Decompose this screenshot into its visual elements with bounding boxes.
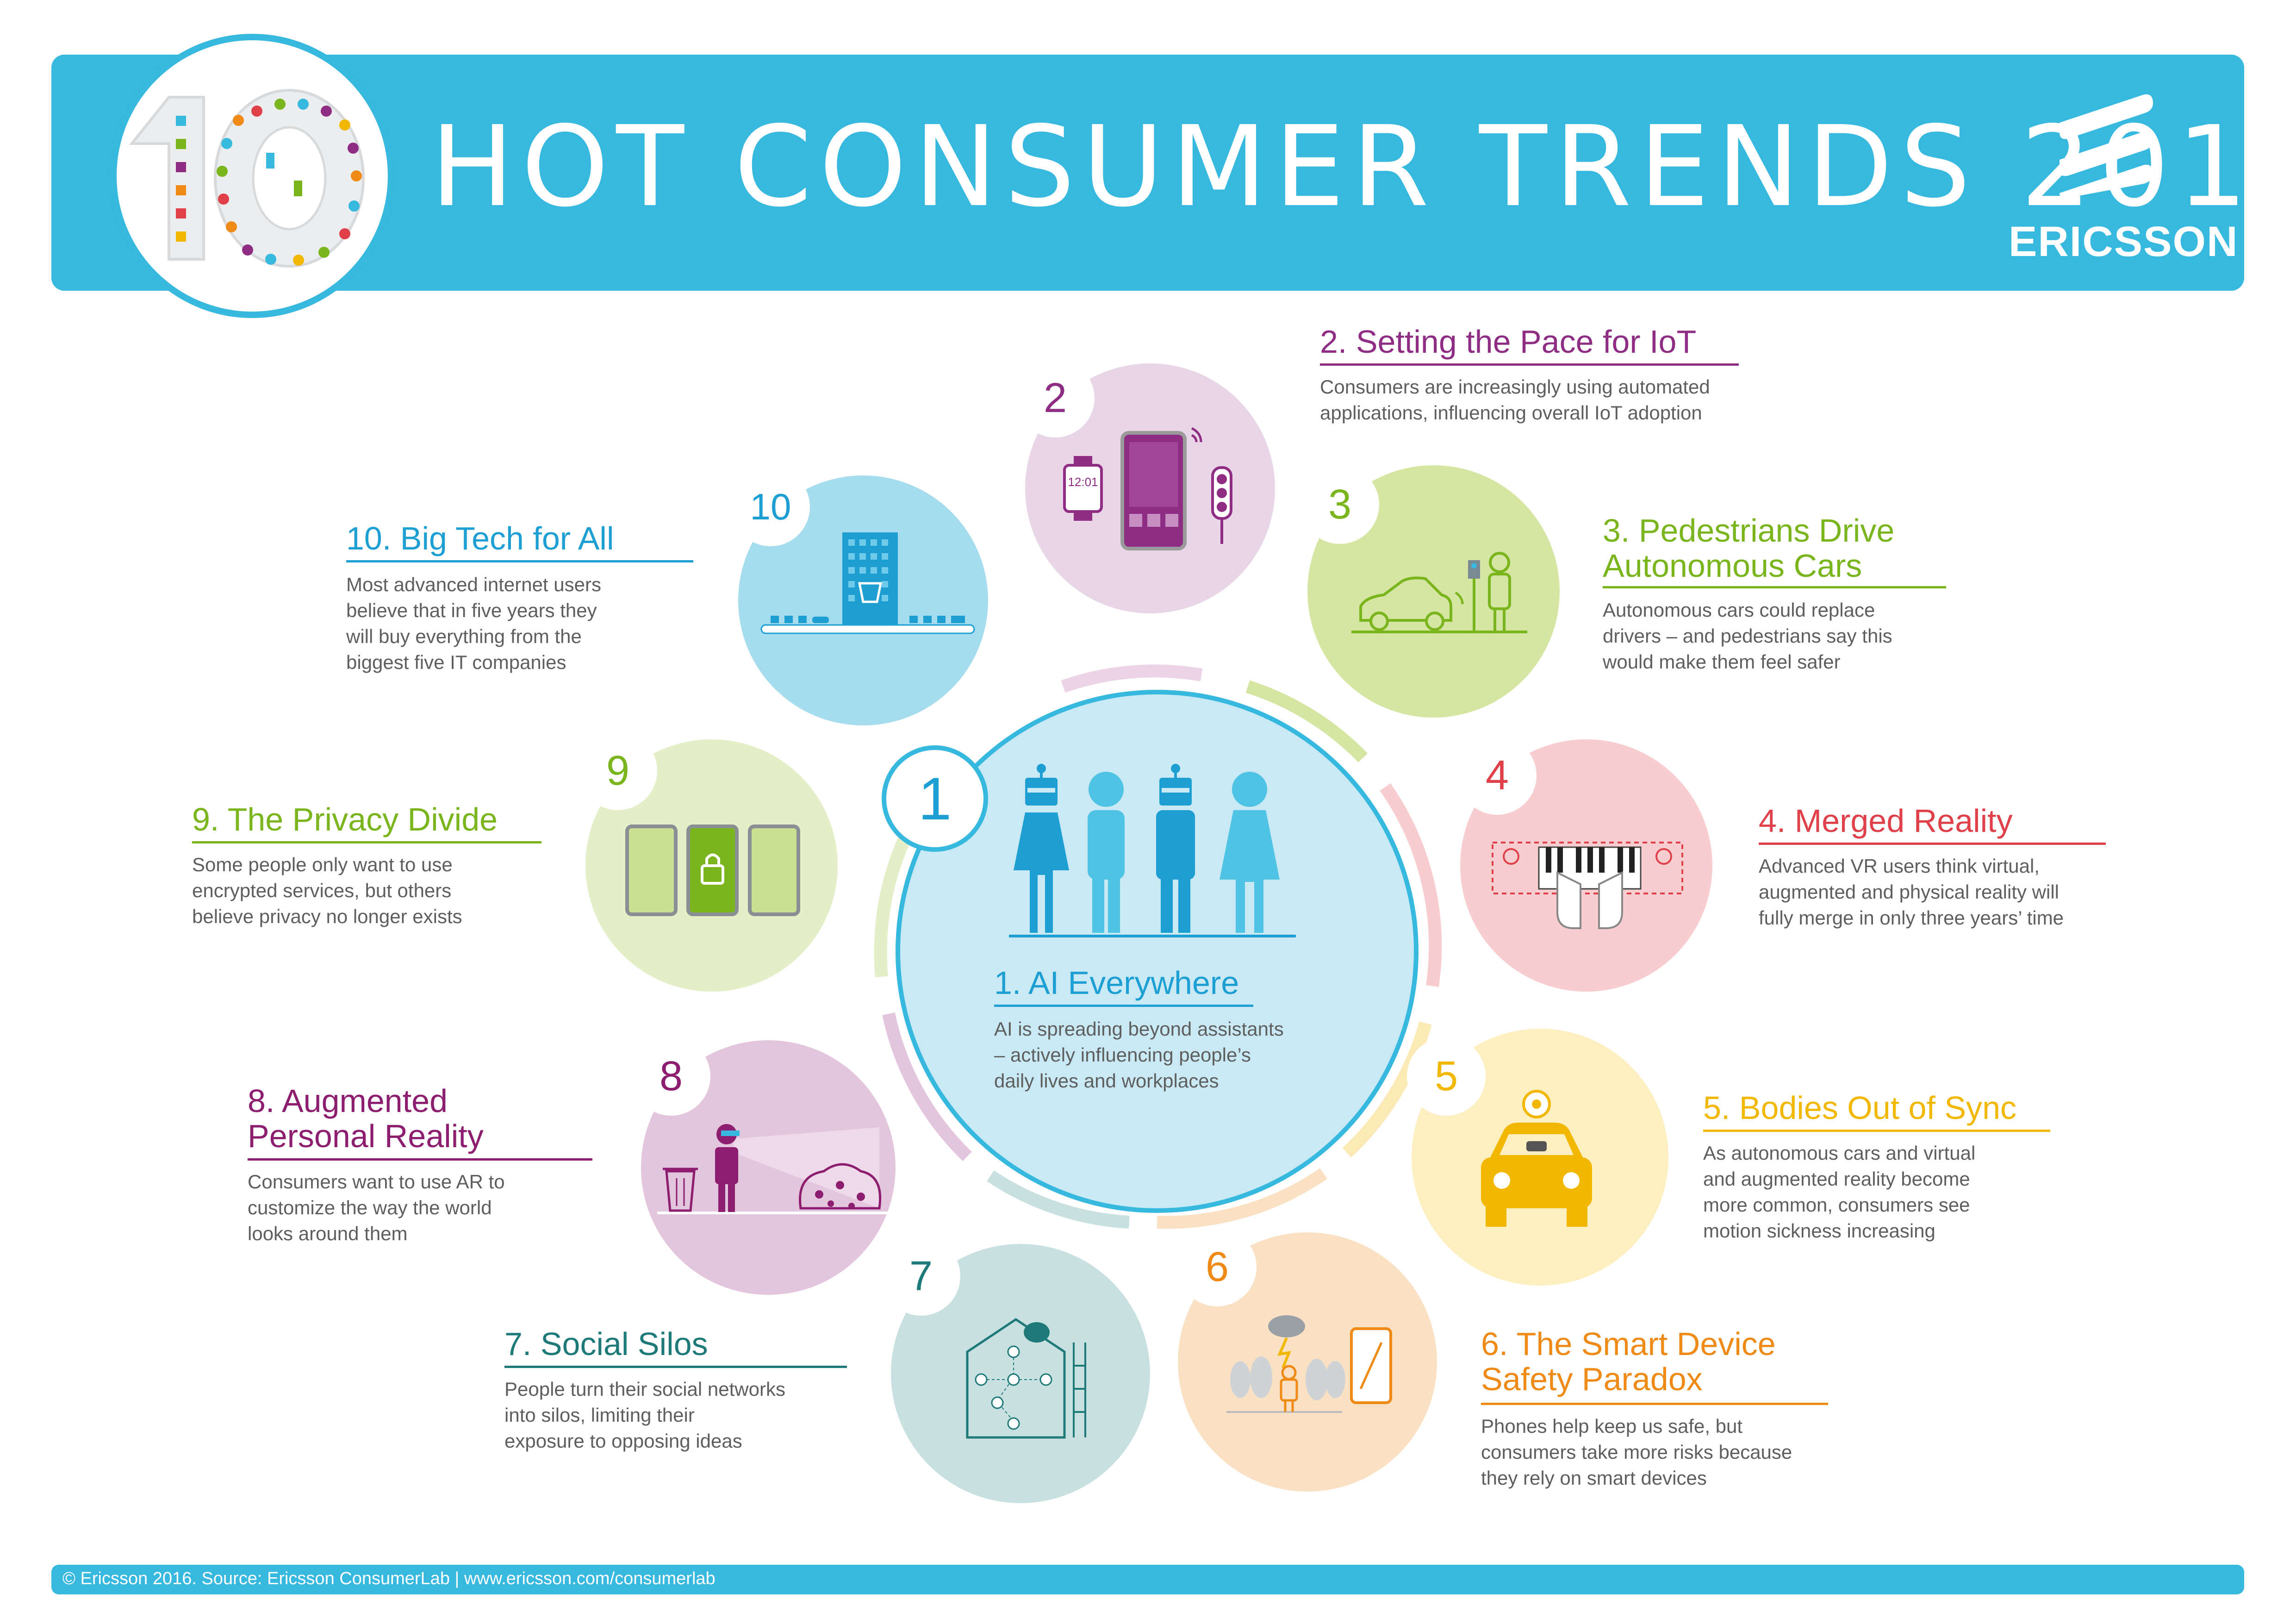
trend-10-number: 10 [731, 468, 810, 546]
trend-4-rule [1759, 843, 2106, 845]
page-title: HOT CONSUMER TRENDS 2017 [430, 102, 2296, 231]
encrypted-phones-icon [625, 824, 800, 916]
trend-7-rule [504, 1366, 847, 1368]
center-ring [874, 664, 1442, 1229]
trend-9-title: 9. The Privacy Divide [192, 801, 498, 837]
trend-3-rule [1603, 586, 1946, 588]
trend-5-title: 5. Bodies Out of Sync [1703, 1090, 2017, 1126]
trend-5-desc: As autonomous cars and virtual and augmen… [1703, 1142, 1976, 1242]
trend-3-number: 3 [1300, 465, 1379, 544]
trend-8-title: 8. Augmented Personal Reality [248, 1083, 484, 1154]
trend-9-desc: Some people only want to use encrypted se… [192, 854, 462, 927]
trend-7-number: 7 [882, 1237, 960, 1316]
ring-segment-2 [1061, 664, 1203, 693]
trend-3-desc: Autonomous cars could replace drivers – a… [1603, 599, 1892, 673]
trend-5-rule [1703, 1130, 2050, 1132]
trend-6-desc: Phones help keep us safe, but consumers t… [1481, 1415, 1792, 1489]
trend-7-title: 7. Social Silos [504, 1326, 708, 1362]
footer-bar [51, 1565, 2244, 1594]
trend-2-rule [1320, 363, 1739, 366]
car-and-pedestrian-icon [1351, 552, 1527, 633]
ericsson-logo-icon [2060, 94, 2153, 199]
brand-name: ERICSSON [2009, 218, 2239, 265]
yellow-car-icon [1481, 1090, 1592, 1227]
trend-6-title: 6. The Smart Device Safety Paradox [1481, 1326, 1776, 1397]
trend-1-title: 1. AI Everywhere [994, 965, 1239, 1001]
trend-1-number: 1 [882, 745, 988, 852]
trend-10-rule [346, 560, 693, 562]
trend-1-rule [994, 1005, 1253, 1007]
iot-devices-icon: 12:01 [1063, 427, 1232, 550]
trend-4-desc: Advanced VR users think virtual, augmente… [1759, 855, 2064, 929]
badge-10 [110, 34, 394, 318]
footer-source-text: © Ericsson 2016. Source: Ericsson Consum… [62, 1569, 716, 1588]
trend-8-rule [248, 1158, 592, 1161]
trend-3-title: 3. Pedestrians Drive Autonomous Cars [1603, 512, 1895, 584]
ring-segment-4 [1380, 783, 1442, 987]
trend-9-number: 9 [579, 731, 657, 810]
header-banner [51, 55, 2244, 291]
trend-2-desc: Consumers are increasingly using automat… [1320, 376, 1710, 424]
ar-view-icon [657, 1124, 889, 1214]
ring-segment-5 [1342, 1021, 1432, 1158]
trend-8-desc: Consumers want to use AR to customize the… [248, 1171, 505, 1244]
trend-6-rule [1481, 1403, 1828, 1405]
ring-segment-6 [1157, 1168, 1327, 1229]
trend-7-desc: People turn their social networks into si… [504, 1378, 785, 1452]
trend-2-title: 2. Setting the Pace for IoT [1320, 324, 1697, 360]
trend-5-number: 5 [1407, 1037, 1486, 1116]
ring-segment-3 [1245, 680, 1368, 762]
trend-10-desc: Most advanced internet users believe that… [346, 574, 601, 673]
trend-10-title: 10. Big Tech for All [346, 520, 614, 556]
trend-4-title: 4. Merged Reality [1759, 803, 2013, 839]
vr-keyboard-icon [1492, 842, 1683, 929]
svg-text:12:01: 12:01 [1068, 475, 1098, 489]
ring-segment-7 [987, 1170, 1130, 1229]
trend-4-number: 4 [1458, 736, 1537, 815]
trend-2-number: 2 [1016, 359, 1095, 437]
big-tech-building-icon [760, 532, 975, 634]
trend-1-desc: AI is spreading beyond assistants – activ… [994, 1018, 1284, 1092]
storm-phone-icon [1226, 1315, 1392, 1413]
ring-segment-9 [874, 831, 913, 978]
ring-segment-8 [882, 1012, 972, 1162]
trend-6-number: 6 [1178, 1228, 1257, 1306]
digit-one-shape [129, 96, 205, 261]
robots-and-people-icon [1009, 764, 1296, 937]
mini-icons [176, 99, 362, 266]
social-silo-icon [966, 1318, 1086, 1439]
trend-8-number: 8 [632, 1037, 710, 1116]
trend-9-rule [192, 841, 541, 843]
